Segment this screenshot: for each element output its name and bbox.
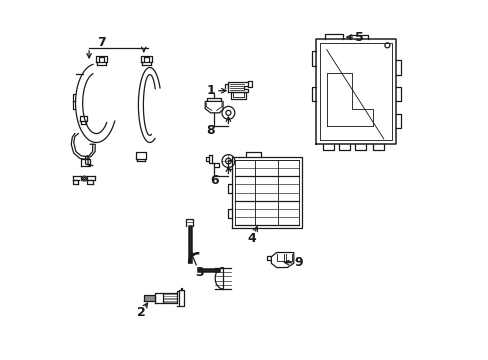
- Text: 9: 9: [294, 256, 303, 269]
- Text: 8: 8: [206, 124, 215, 137]
- Text: 7: 7: [97, 36, 106, 49]
- Text: 4: 4: [247, 232, 256, 245]
- Text: 3: 3: [195, 266, 204, 279]
- Text: 5: 5: [354, 31, 363, 44]
- Text: 6: 6: [209, 174, 218, 187]
- Text: 2: 2: [136, 306, 145, 319]
- Text: 1: 1: [206, 84, 215, 97]
